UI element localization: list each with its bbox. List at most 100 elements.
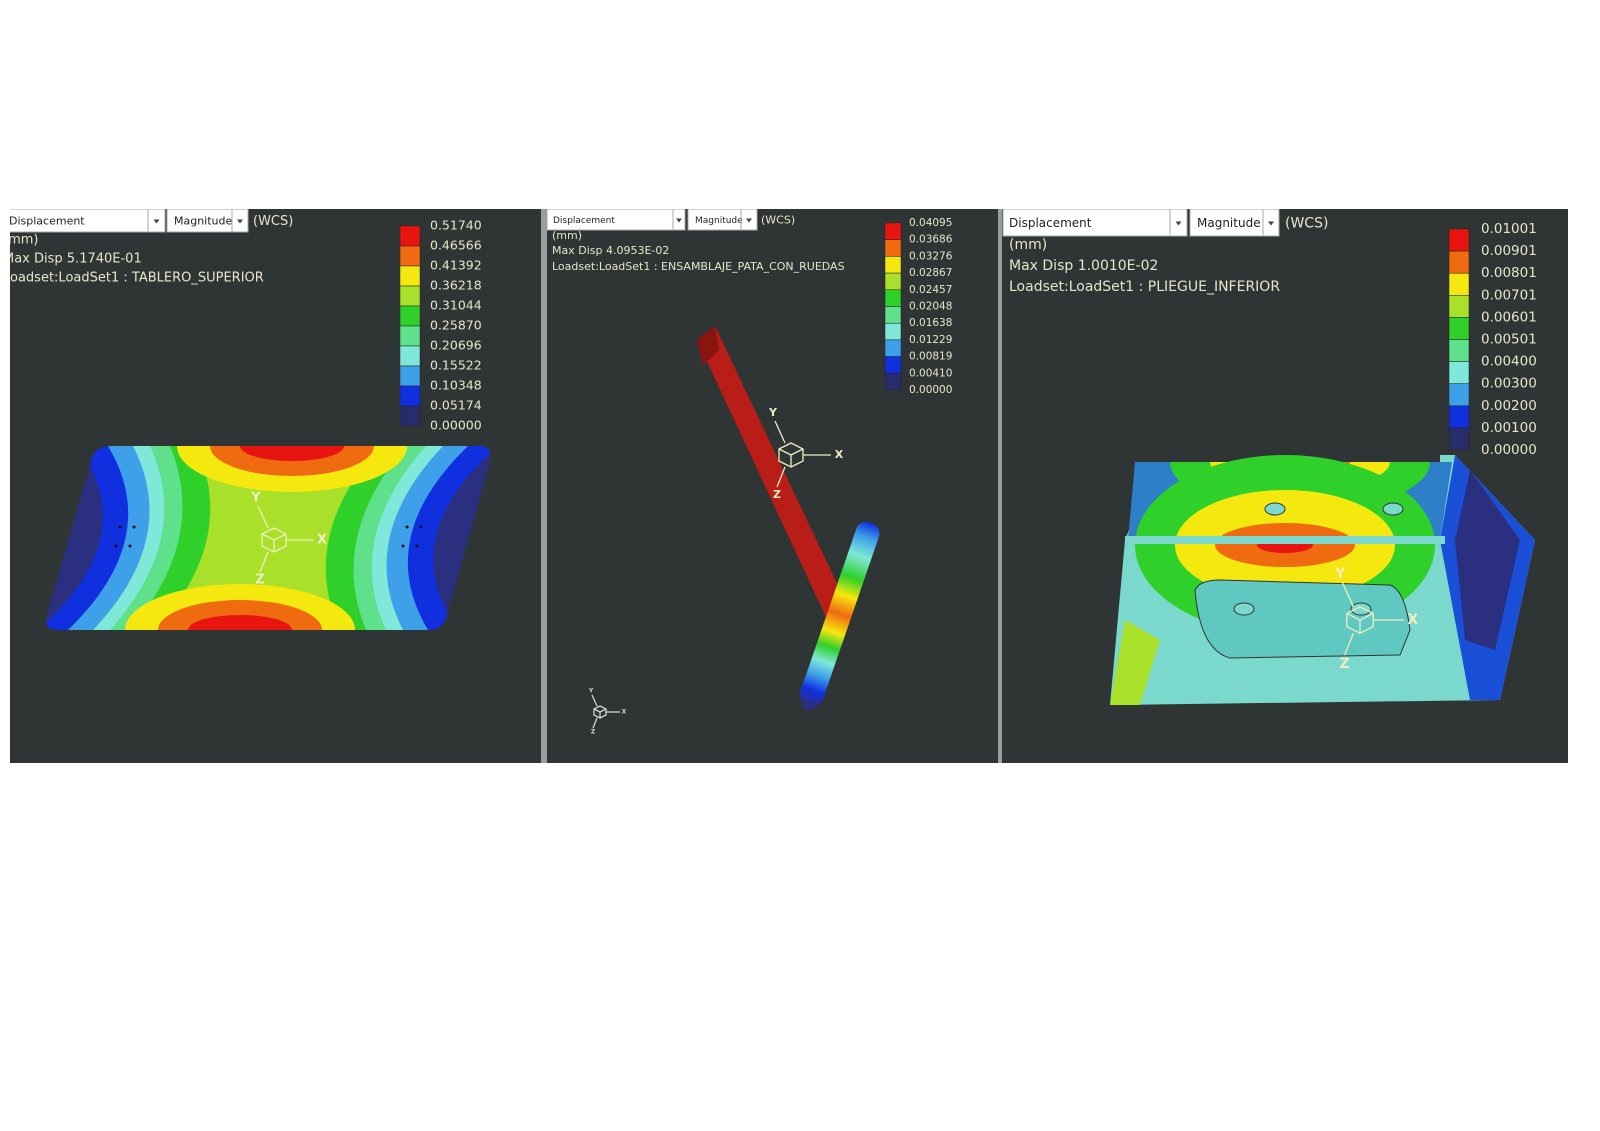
legend-label: 0.00601 [1481, 309, 1537, 325]
legend-swatch [884, 222, 902, 240]
dropdown-text: Magnitude [1197, 216, 1261, 230]
legend-swatch [399, 385, 421, 407]
legend-swatch [399, 225, 421, 247]
contour-band [156, 446, 380, 630]
result-info: (mm) [552, 229, 582, 242]
legend-swatch [1448, 383, 1470, 407]
legend-label: 0.00200 [1481, 398, 1537, 414]
legend-swatch [884, 339, 902, 357]
legend-swatch [1448, 272, 1470, 296]
dropdown-text: Magnitude [174, 215, 233, 228]
csys-label: (WCS) [253, 214, 293, 229]
legend-label: 0.03686 [909, 234, 953, 246]
legend-swatch [1448, 228, 1470, 252]
triad-label: Z [773, 488, 781, 501]
legend-swatch [884, 289, 902, 307]
legend-swatch [1448, 317, 1470, 340]
result-info: Max Disp 5.1740E-01 [3, 252, 142, 267]
component-dropdown[interactable] [166, 209, 249, 233]
legend-label: 0.15522 [430, 358, 482, 373]
component-dropdown[interactable] [1189, 209, 1280, 237]
result-dropdown[interactable] [1002, 209, 1188, 237]
triad-axis [257, 505, 269, 529]
triad-axis [776, 466, 786, 488]
triad-label: Y [768, 406, 778, 419]
legend-label: 0.00801 [1481, 265, 1537, 281]
legend-swatch [399, 365, 421, 387]
triad-axis [1343, 632, 1355, 656]
triad-label: Z [1340, 656, 1350, 672]
legend-label: 0.04095 [909, 217, 952, 229]
plate-model [45, 446, 491, 630]
triad-cube [1346, 606, 1374, 634]
legend-label: 0.00819 [909, 351, 952, 363]
dropdown-arrow [746, 218, 752, 223]
result-info: (mm) [1009, 237, 1047, 253]
legend-label: 0.02867 [909, 267, 952, 279]
dropdown-text: Displacement [553, 216, 615, 226]
legend-label: 0.05174 [430, 398, 482, 413]
legend-swatch [1448, 405, 1470, 429]
legend-label: 0.00501 [1481, 332, 1537, 348]
legend-label: 0.03276 [909, 250, 953, 262]
dropdown-text: Displacement [1009, 216, 1092, 230]
legend-label: 0.36218 [430, 278, 482, 293]
csys-label: (WCS) [761, 214, 795, 227]
legend-label: 0.00000 [1481, 442, 1537, 458]
legend-swatch [884, 256, 902, 274]
triad-label: X [1407, 612, 1418, 628]
legend-label: 0.51740 [430, 218, 482, 233]
dropdown-arrow [237, 219, 243, 224]
result-info: Loadset:LoadSet1 : TABLERO_SUPERIOR [3, 271, 264, 286]
triad-label: X [835, 448, 844, 461]
dropdown-text: Displacement [9, 215, 85, 228]
legend-swatch [884, 272, 902, 291]
legend-label: 0.02457 [909, 284, 952, 296]
legend-swatch [399, 345, 421, 367]
triad-label: Y [1334, 566, 1346, 582]
legend-swatch [399, 285, 421, 307]
result-info: (mm) [3, 233, 38, 248]
legend-label: 0.31044 [430, 298, 482, 313]
triad-label: Z [591, 729, 596, 736]
csys-label: (WCS) [1285, 216, 1328, 232]
legend-label: 0.00000 [430, 418, 482, 433]
result-panel: Displacement Magnitude (WCS) (mm) Max Disp 4… [547, 209, 953, 736]
result-panel: Displacement Magnitude (WCS) (mm) Max Disp 5… [3, 209, 482, 588]
triad-axis [1341, 582, 1354, 608]
legend-swatch [399, 305, 421, 327]
result-dropdown[interactable] [547, 209, 686, 231]
legend-swatch [884, 239, 902, 257]
legend-label: 0.01638 [909, 317, 952, 329]
legend-label: 0.00000 [909, 384, 952, 396]
legend-swatch [884, 306, 902, 324]
legend-swatch [1448, 361, 1470, 384]
triad-axis [774, 420, 786, 444]
legend-label: 0.02048 [909, 301, 952, 313]
legend-label: 0.00400 [1481, 354, 1537, 370]
triad-axis [259, 551, 269, 573]
triad-axis [591, 694, 598, 707]
dropdown-arrow [1175, 221, 1182, 226]
legend-label: 0.41392 [430, 258, 482, 273]
dropdown-arrow [1268, 221, 1274, 226]
result-info: Loadset:LoadSet1 : PLIEGUE_INFERIOR [1009, 279, 1280, 295]
holes [114, 525, 423, 548]
legend-swatch [399, 265, 421, 287]
triad-cube [778, 442, 804, 468]
triad-label: Y [588, 688, 594, 695]
triad-label: Z [255, 573, 264, 588]
result-panel: Displacement Magnitude (WCS) (mm) Max Disp 1… [1002, 209, 1537, 672]
legend-label: 0.00410 [909, 367, 952, 379]
result-dropdown[interactable] [3, 209, 166, 233]
dropdown-text: Magnitude [695, 216, 743, 226]
legend-label: 0.25870 [430, 318, 482, 333]
component-dropdown[interactable] [687, 209, 758, 231]
legend-swatch [1448, 427, 1470, 451]
result-info: Loadset:LoadSet1 : ENSAMBLAJE_PATA_CON_R… [552, 260, 845, 273]
triad-cube [261, 527, 287, 553]
legend-label: 0.10348 [430, 378, 482, 393]
triad-axis [592, 717, 598, 729]
legend-label: 0.46566 [430, 238, 482, 253]
dropdown-arrow [676, 218, 682, 223]
